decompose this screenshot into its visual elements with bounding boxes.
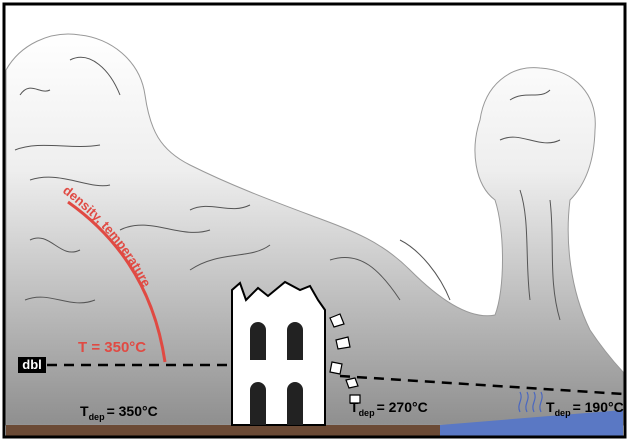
subscript: dep bbox=[359, 408, 376, 418]
value: = 350°C bbox=[107, 403, 158, 419]
threshold-label: T = 350°C bbox=[78, 339, 146, 356]
building bbox=[232, 282, 325, 425]
subscript: dep bbox=[89, 412, 106, 422]
value: = 270°C bbox=[377, 399, 428, 415]
diagram: dbl density, temperature T = 350°C Tdep=… bbox=[0, 0, 629, 441]
page: {"labels": { "gradient": "density, tempe… bbox=[0, 0, 629, 441]
dbl-label: dbl bbox=[22, 357, 42, 372]
value: = 190°C bbox=[573, 399, 624, 415]
subscript: dep bbox=[555, 408, 572, 418]
